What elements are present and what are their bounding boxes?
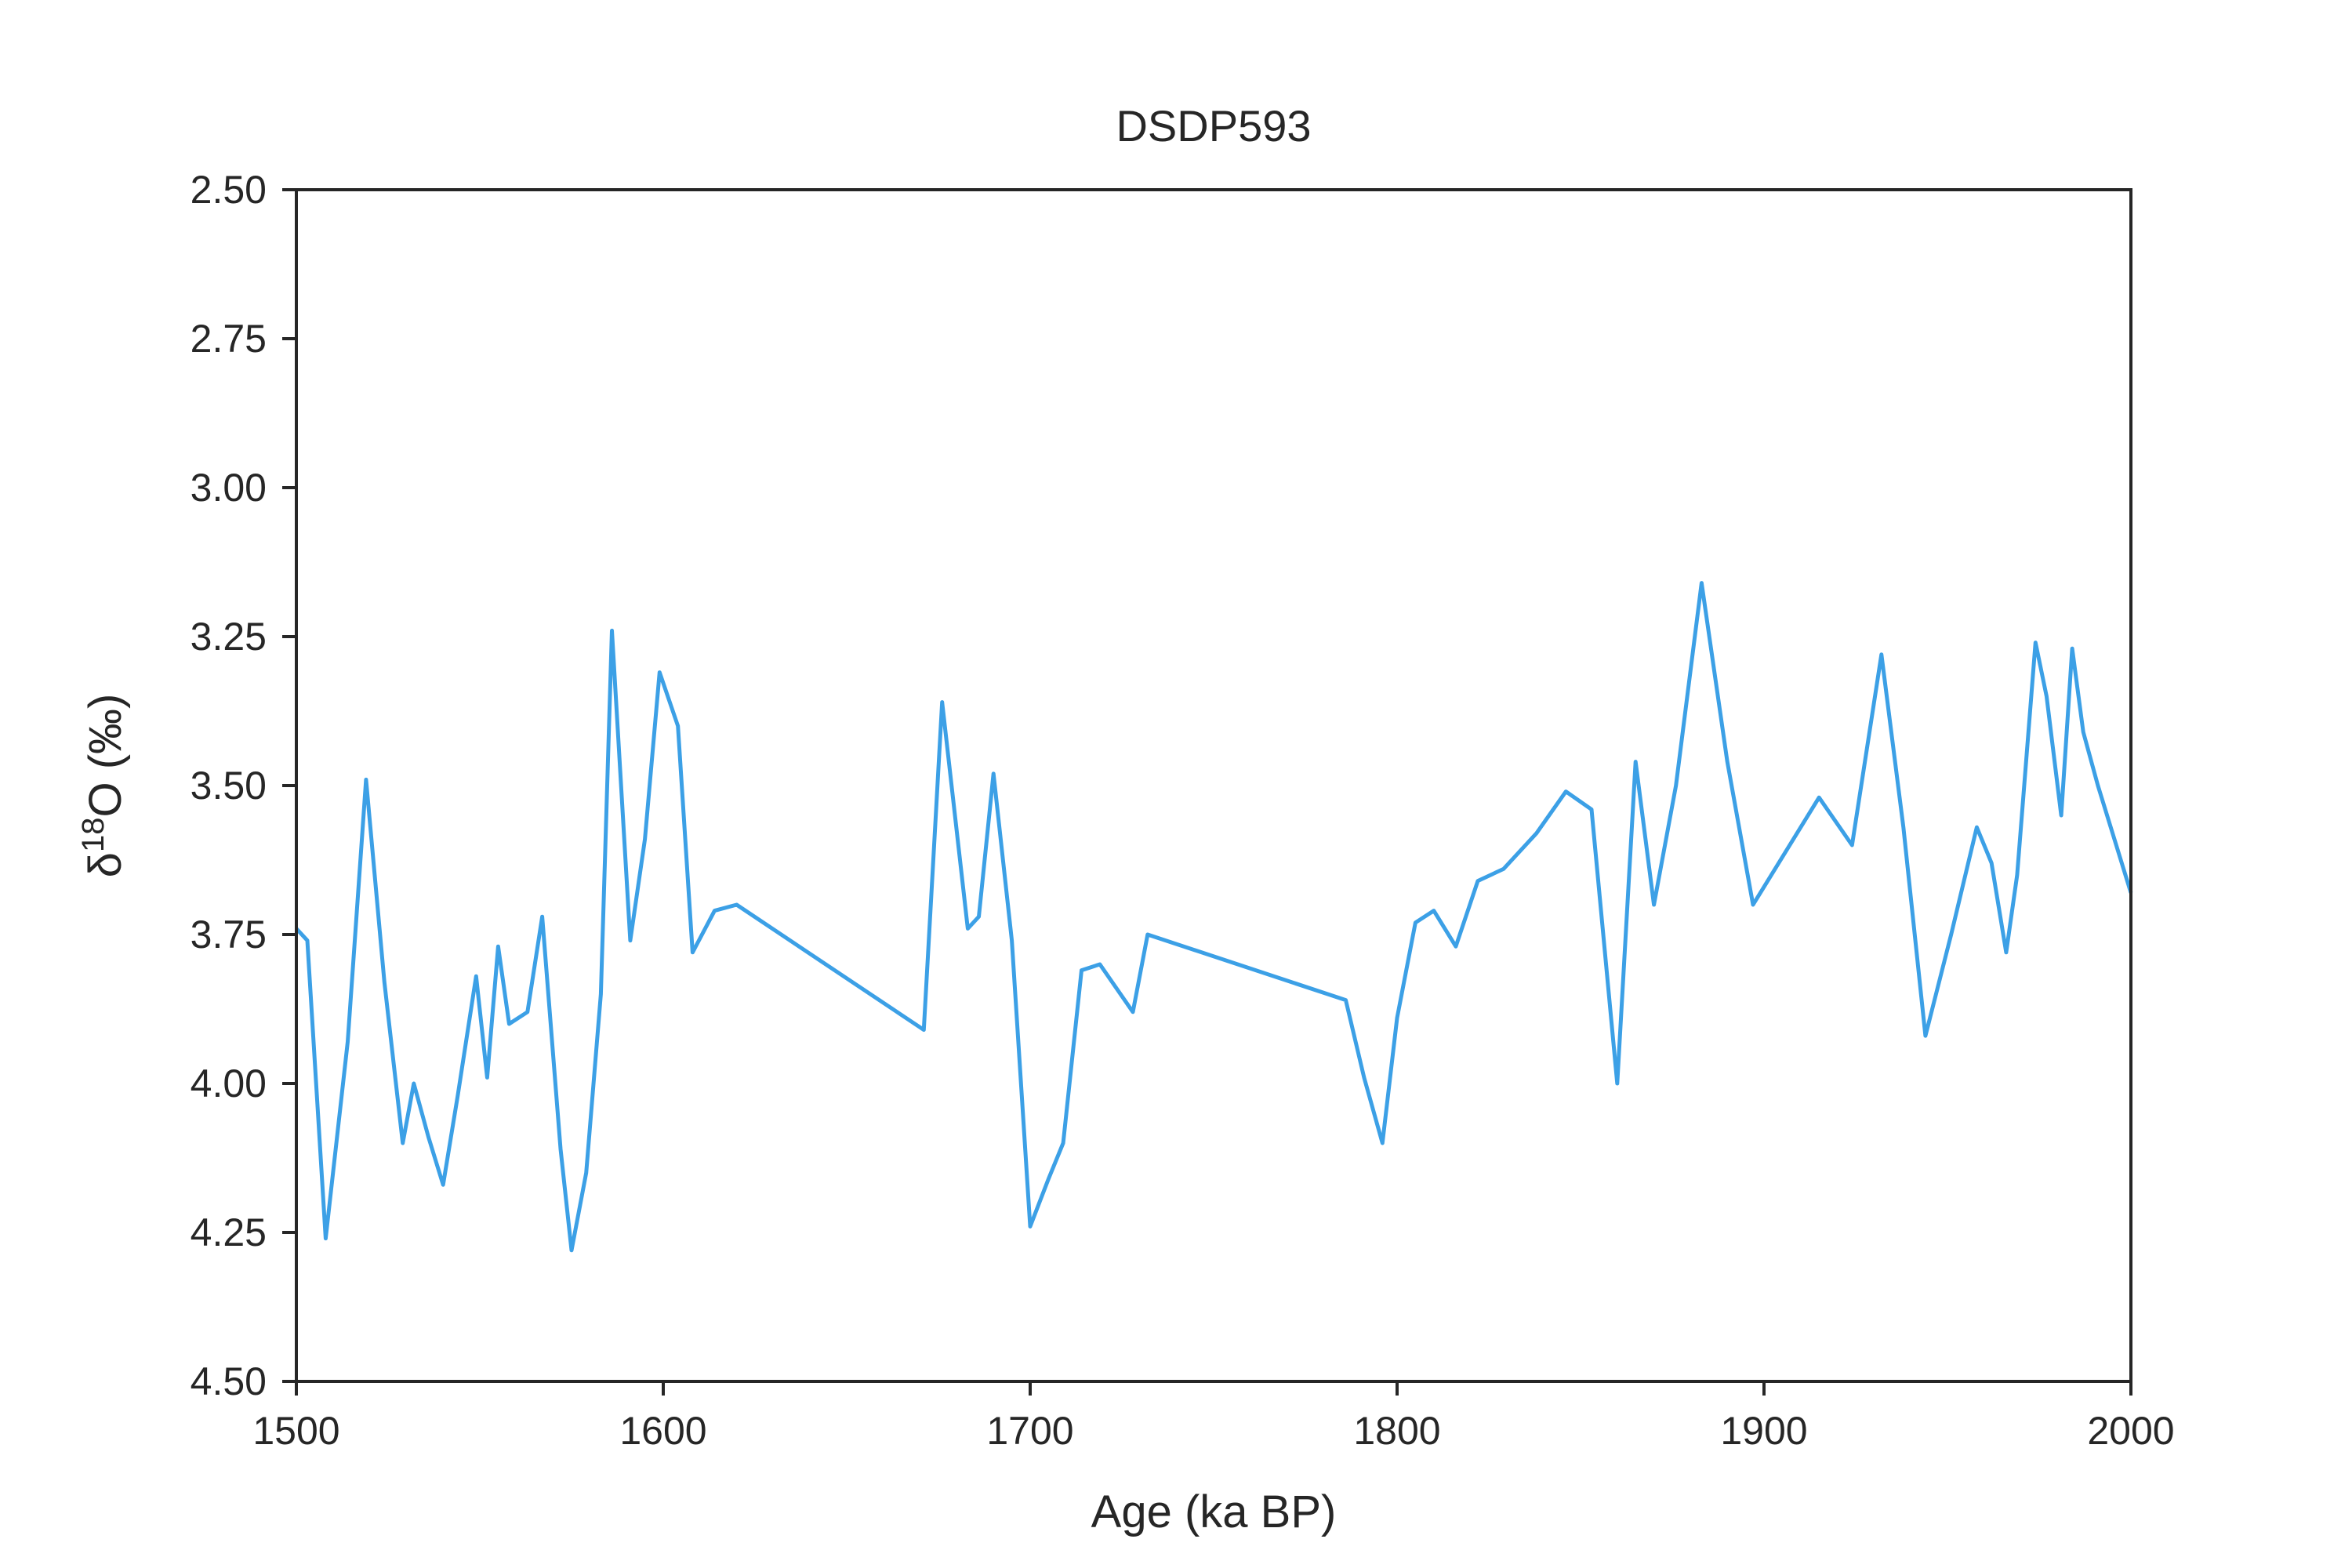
plot-frame (295, 188, 2132, 1383)
y-axis-label-superscript: 18 (76, 818, 111, 853)
y-axis-ticks: 2.50 2.75 3.00 3.25 3.50 3.75 4.00 4.25 4.50 (191, 168, 296, 1403)
y-tick-label: 3.50 (191, 764, 267, 808)
series-line (295, 581, 2133, 1253)
y-tick-label: 4.00 (191, 1062, 267, 1105)
y-tick-label: 2.50 (191, 168, 267, 212)
y-tick-label: 2.75 (191, 317, 267, 361)
x-tick-label: 1700 (986, 1409, 1073, 1453)
x-axis-label: Age (ka BP) (1091, 1486, 1337, 1537)
x-tick-label: 1600 (619, 1409, 706, 1453)
y-tick-label: 3.25 (191, 615, 267, 659)
x-tick-label: 1800 (1353, 1409, 1440, 1453)
x-tick-label: 1500 (252, 1409, 339, 1453)
y-tick-label: 4.50 (191, 1359, 267, 1403)
y-tick-label: 3.00 (191, 466, 267, 510)
x-tick-label: 1900 (1720, 1409, 1807, 1453)
y-axis-label: δ18O (‰) (76, 694, 131, 878)
y-tick-label: 4.25 (191, 1210, 267, 1254)
x-axis-ticks: 1500 1600 1700 1800 1900 2000 (252, 1381, 2175, 1453)
chart-title: DSDP593 (1116, 101, 1311, 151)
y-tick-label: 3.75 (191, 913, 267, 956)
x-tick-label: 2000 (2087, 1409, 2174, 1453)
